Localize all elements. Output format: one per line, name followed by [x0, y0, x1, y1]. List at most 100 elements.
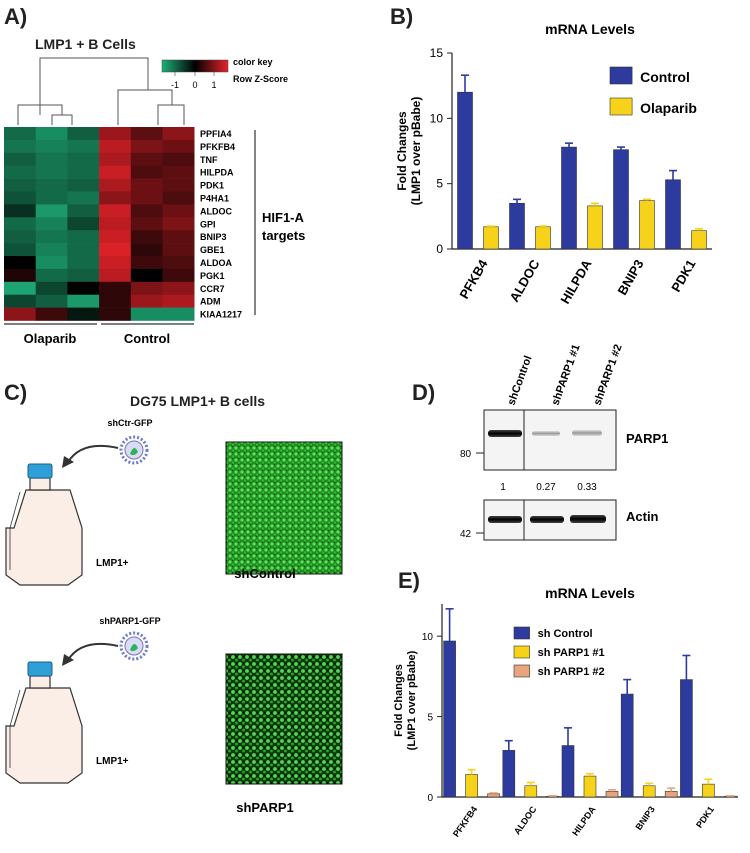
- heatmap-cell: [162, 268, 195, 283]
- heatmap-cell: [35, 294, 68, 308]
- panel-e-bar-chart: mRNA Levels 0 5 10 Fold Changes (LMP1 over pB…: [393, 585, 738, 839]
- x-tick-label: PFKFB4: [451, 804, 479, 838]
- fluorescence-image-shcontrol: [225, 441, 343, 575]
- virus-top-label: shCtr-GFP: [108, 418, 153, 428]
- bar: [691, 230, 707, 250]
- panel-e-letter: E): [398, 568, 420, 593]
- band-parp1-lane1: [488, 430, 522, 437]
- group-label-olaparib: Olaparib: [24, 331, 77, 346]
- heatmap-cell: [162, 307, 195, 321]
- bar: [465, 774, 478, 798]
- y-axis-label-line2: (LMP1 over pBabe): [409, 97, 423, 206]
- panel-c-letter: C): [4, 380, 28, 405]
- heatmap-cell: [35, 281, 68, 295]
- bar: [702, 783, 715, 798]
- heatmap-cell: [130, 178, 163, 192]
- x-tick-label: ALDOC: [506, 256, 542, 304]
- quant-lane3: 0.33: [577, 482, 597, 493]
- bar: [680, 679, 693, 798]
- heatmap-cell: [35, 204, 68, 218]
- panel-d-letter: D): [412, 380, 436, 405]
- panel-d-western-blot: shControl shPARP1 #1 shPARP1 #2 80 PARP1…: [460, 343, 668, 541]
- flask-top-icon: [5, 463, 83, 586]
- heatmap-cell: [162, 243, 195, 257]
- heatmap-cell: [67, 127, 100, 141]
- bar: [664, 791, 678, 798]
- heatmap-cell: [99, 127, 132, 141]
- heatmap-cell: [4, 165, 36, 179]
- heatmap-row-label: PPFIA4: [200, 129, 232, 139]
- image-caption-shcontrol: shControl: [234, 566, 295, 581]
- targets-label-line1: HIF1-A: [262, 210, 305, 225]
- heatmap-cell: [35, 191, 68, 205]
- heatmap-cell: [162, 230, 195, 244]
- marker-80: 80: [460, 449, 472, 460]
- bar: [487, 793, 500, 798]
- blot-label-actin: Actin: [626, 509, 659, 524]
- heatmap-cell: [99, 230, 132, 244]
- image-caption-shparp1: shPARP1: [236, 800, 294, 815]
- heatmap-cell: [99, 178, 132, 192]
- heatmap-cell: [4, 204, 36, 218]
- heatmap-cell: [130, 230, 163, 244]
- heatmap-cell: [67, 230, 100, 244]
- heatmap-cell: [99, 191, 132, 205]
- heatmap-cell: [130, 191, 163, 205]
- flask-bottom-icon: [5, 661, 83, 784]
- column-dendrogram: [17, 57, 185, 125]
- heatmap-cell: [35, 152, 68, 166]
- heatmap-cell: [4, 243, 36, 257]
- heatmap-row-label: GPI: [200, 219, 216, 229]
- arrow-top: [67, 444, 119, 463]
- x-tick-label: HILPDA: [557, 256, 594, 306]
- heatmap-cell: [4, 230, 36, 244]
- heatmap-row-label: TNF: [200, 155, 218, 165]
- bar: [502, 750, 516, 798]
- y-tick-label: 0: [436, 242, 443, 256]
- y-tick-label: 15: [430, 46, 444, 60]
- targets-label-line2: targets: [262, 228, 305, 243]
- quant-lane1: 1: [500, 482, 506, 493]
- heatmap-row-label: HILPDA: [200, 168, 234, 178]
- heatmap-cell: [162, 127, 195, 141]
- heatmap-cell: [130, 243, 163, 257]
- legend-swatch: [609, 66, 633, 85]
- heatmap-cell: [4, 268, 36, 283]
- heatmap-cell: [130, 127, 163, 141]
- panel-b-bar-chart: mRNA Levels 0 5 10 15 Fold Changes (LMP1 over …: [395, 21, 712, 306]
- heatmap-cell: [67, 256, 100, 270]
- x-tick-label: PDK1: [668, 257, 698, 295]
- legend-swatch: [609, 97, 633, 116]
- heatmap-cell: [67, 139, 100, 154]
- heatmap-cell: [162, 294, 195, 308]
- flask-top-label: LMP1+: [96, 558, 129, 569]
- heatmap-row-label: GBE1: [200, 245, 225, 255]
- lane-label-shparp1-2: shPARP1 #2: [592, 343, 625, 407]
- bar: [524, 785, 538, 798]
- color-key-label: color key: [233, 57, 273, 67]
- heatmap-cell: [130, 268, 163, 283]
- panel-c-title: DG75 LMP1+ B cells: [130, 393, 266, 409]
- bar: [483, 226, 499, 250]
- heatmap-cell: [67, 191, 100, 205]
- heatmap-cell: [99, 268, 132, 283]
- color-key-tick: -1: [171, 80, 179, 90]
- heatmap-cell: [162, 204, 195, 218]
- bar: [587, 205, 603, 250]
- panel-b-letter: B): [390, 4, 414, 29]
- chart-title: mRNA Levels: [545, 21, 635, 37]
- bar: [561, 745, 575, 798]
- heatmap-cell: [99, 307, 132, 321]
- fluorescence-image-shparp1: [225, 653, 343, 785]
- bar: [605, 791, 619, 798]
- heatmap-cell: [99, 294, 132, 308]
- heatmap-cell: [4, 178, 36, 192]
- bar: [620, 693, 634, 798]
- color-key-tick: 1: [211, 80, 216, 90]
- heatmap-cell: [99, 165, 132, 179]
- heatmap-cell: [4, 127, 36, 141]
- heatmap-cell: [162, 256, 195, 270]
- heatmap-row-labels: PPFIA4 PFKFB4 TNF HILPDA PDK1 P4HA1 ALDOC GPI BN…: [200, 129, 242, 320]
- chart-title: mRNA Levels: [545, 585, 635, 601]
- heatmap-cell: [162, 152, 195, 166]
